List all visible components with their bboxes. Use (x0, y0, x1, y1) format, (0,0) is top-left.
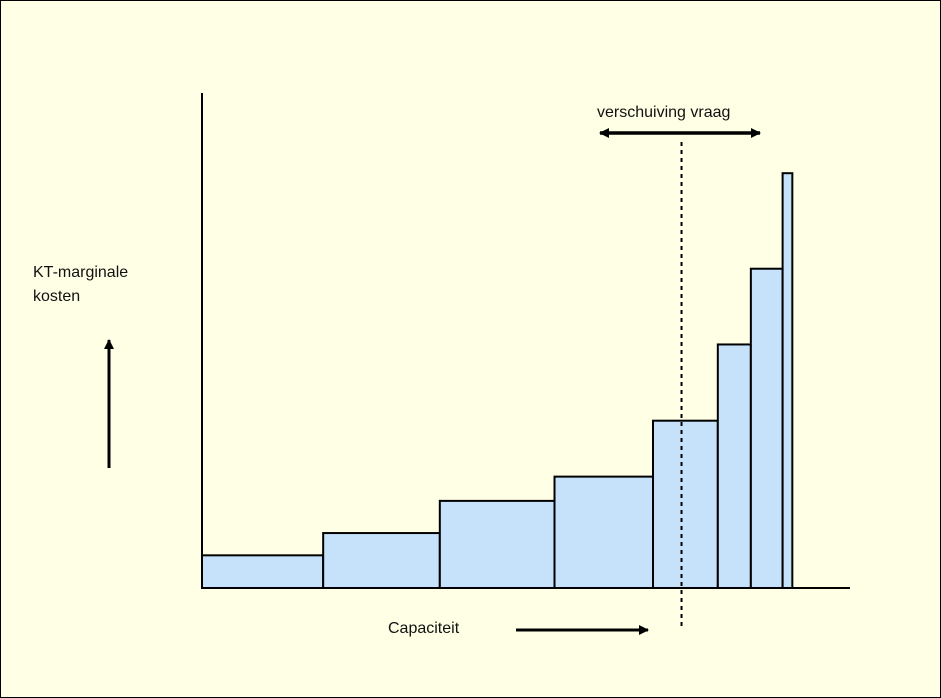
bar-8 (781, 172, 794, 589)
bar-2 (322, 532, 441, 589)
y-axis-label-line1: KT-marginale (33, 264, 128, 281)
y-axis-label-line2: kosten (33, 288, 80, 305)
bars-group (201, 172, 794, 590)
bar-4 (553, 475, 655, 589)
annotation-label: verschuiving vraag (597, 104, 730, 121)
bar-5 (652, 419, 719, 589)
bar-1 (201, 554, 325, 590)
x-axis-label: Capaciteit (388, 620, 460, 637)
bar-6 (716, 343, 752, 589)
bar-3 (438, 499, 556, 590)
bar-7 (749, 267, 784, 589)
